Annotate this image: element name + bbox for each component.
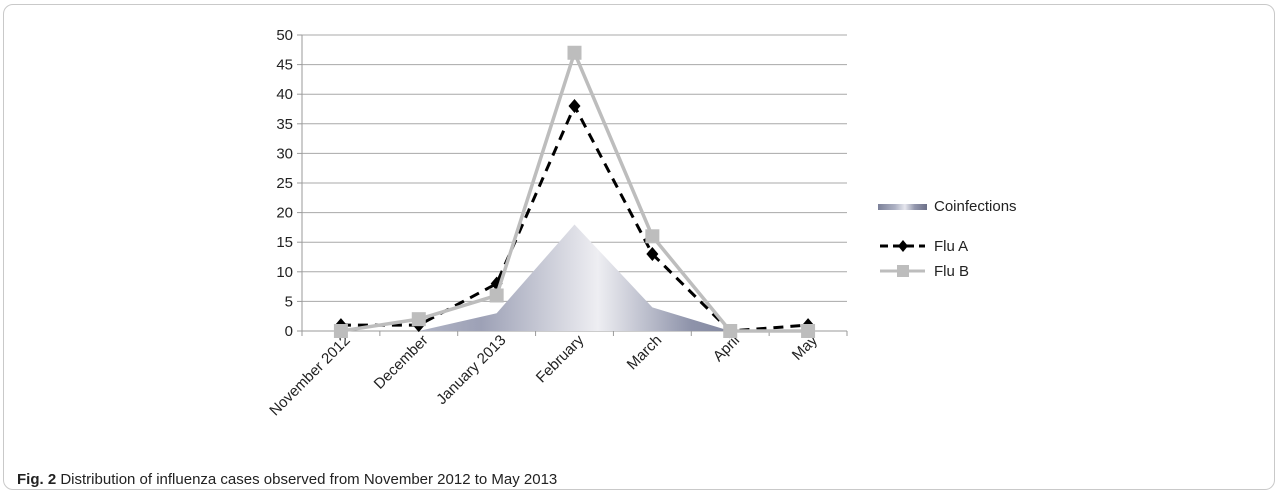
legend-label: Flu B bbox=[934, 263, 969, 280]
y-axis-ticks: 0 5 10 15 20 25 30 35 40 45 50 bbox=[276, 27, 293, 340]
legend-label: Flu A bbox=[934, 238, 968, 255]
y-tick-label: 40 bbox=[276, 86, 293, 103]
y-tick-label: 50 bbox=[276, 27, 293, 44]
influenza-chart: 0 5 10 15 20 25 30 35 40 45 50 November 2012 Decemb… bbox=[266, 27, 1017, 419]
legend-marker-flu-b bbox=[897, 265, 909, 277]
x-tick-label: January 2013 bbox=[433, 332, 509, 408]
x-tick-label: February bbox=[533, 331, 588, 386]
x-tick-label: March bbox=[624, 332, 665, 373]
legend-swatch-coinfections bbox=[878, 204, 927, 210]
figure-caption-text: Distribution of influenza cases observed… bbox=[60, 471, 558, 488]
flu-a-point bbox=[568, 99, 581, 114]
flu-b-point bbox=[567, 45, 582, 60]
flu-b-point bbox=[411, 312, 426, 327]
y-tick-label: 5 bbox=[285, 293, 293, 310]
flu-b-point bbox=[723, 324, 738, 338]
legend-marker-flu-a bbox=[898, 240, 908, 252]
y-tick-label: 45 bbox=[276, 57, 293, 74]
y-tick-label: 10 bbox=[276, 264, 293, 281]
y-tick-label: 30 bbox=[276, 145, 293, 162]
figure-frame: 0 5 10 15 20 25 30 35 40 45 50 November 2012 Decemb… bbox=[3, 4, 1275, 490]
flu-b-point bbox=[801, 324, 816, 338]
chart-series bbox=[333, 45, 816, 338]
y-tick-label: 20 bbox=[276, 205, 293, 222]
x-tick-label: December bbox=[371, 332, 432, 393]
coinfections-area bbox=[340, 224, 809, 331]
flu-b-point bbox=[645, 229, 660, 244]
x-axis-ticks: November 2012 December January 2013 Februar… bbox=[266, 331, 821, 419]
y-tick-label: 0 bbox=[285, 323, 293, 340]
x-tick-label: November 2012 bbox=[266, 332, 353, 419]
y-tick-label: 15 bbox=[276, 234, 293, 251]
chart-legend: Coinfections Flu A Flu B bbox=[878, 198, 1017, 280]
figure-caption: Fig. 2 Distribution of influenza cases o… bbox=[17, 471, 557, 488]
flu-b-point bbox=[489, 288, 504, 303]
legend-label: Coinfections bbox=[934, 198, 1017, 215]
flu-a-point bbox=[646, 247, 659, 262]
flu-b-point bbox=[333, 324, 348, 338]
y-tick-label: 25 bbox=[276, 175, 293, 192]
y-tick-label: 35 bbox=[276, 116, 293, 133]
figure-label: Fig. 2 bbox=[17, 471, 57, 488]
